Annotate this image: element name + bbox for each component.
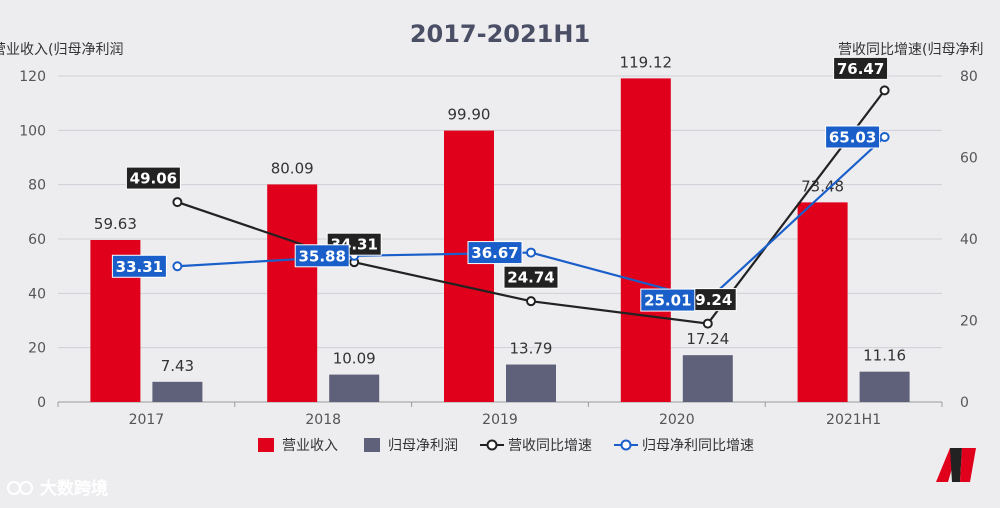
bar: [267, 184, 318, 402]
bar: [444, 130, 494, 403]
line-label-box: [503, 265, 559, 289]
line-value-label: 25.01: [644, 292, 691, 310]
watermark-logo-icon: [7, 481, 33, 495]
x-tick-label: 2020: [659, 412, 695, 428]
x-tick-label: 2018: [305, 412, 341, 428]
bar-value-label: 73.48: [801, 177, 844, 195]
y-right-tick-label: 60: [960, 151, 978, 167]
brand-logo-stroke: [960, 448, 976, 482]
y-left-tick-label: 80: [28, 178, 46, 194]
y-left-tick-label: 0: [37, 395, 46, 411]
bar: [859, 371, 910, 402]
series-point: [526, 247, 536, 258]
legend-label: 营业收入: [282, 438, 338, 454]
bar: [152, 381, 203, 402]
x-tick-label: 2021H1: [826, 412, 881, 428]
legend-label: 归母净利润: [388, 437, 458, 454]
bar: [506, 364, 556, 402]
bar: [620, 78, 671, 403]
y-left-ticks: 0 20 40 60 80 100 120: [19, 69, 46, 411]
series-point: [879, 132, 890, 143]
legend-label: 营收同比增速: [508, 438, 592, 454]
bar-value-label: 17.24: [686, 330, 729, 348]
y-right-tick-label: 40: [960, 232, 978, 248]
bar-value-label: 11.16: [863, 347, 906, 365]
line-label-box: [111, 254, 167, 278]
line-label-box: [825, 125, 881, 149]
brand-logo-stroke: [950, 448, 962, 482]
line-value-label: 76.47: [837, 60, 884, 78]
bar-value-label: 119.12: [620, 53, 673, 71]
legend: 营业收入 归母净利润 营收同比增速 归母净利同比增速: [258, 437, 754, 454]
line-value-label: 49.06: [130, 170, 177, 188]
line-label-box: [640, 288, 696, 312]
line-label-box: [125, 166, 181, 190]
line-value-label: 33.31: [116, 258, 163, 276]
line-label-box: [294, 244, 350, 268]
series-point: [879, 85, 890, 96]
legend-swatch: [258, 438, 274, 452]
y-right-tick-label: 80: [960, 69, 978, 85]
line-value-label: 9.24: [695, 291, 732, 309]
legend-label: 归母净利同比增速: [642, 437, 754, 454]
line-label-box: [833, 56, 889, 80]
bar-value-label: 99.90: [448, 106, 491, 124]
bar: [682, 355, 733, 402]
y-left-tick-label: 20: [28, 341, 46, 357]
y-right-axis-title: 营收同比增速(归母净利: [838, 41, 983, 58]
y-left-tick-label: 120: [19, 69, 46, 85]
y-left-tick-label: 60: [28, 232, 46, 248]
bar: [797, 202, 848, 402]
bar-value-label: 80.09: [271, 159, 314, 177]
legend-swatch: [620, 439, 632, 451]
y-left-tick-label: 40: [28, 286, 46, 302]
y-right-ticks: 0 20 40 60 80: [960, 69, 978, 411]
watermark: 大数跨境: [7, 448, 976, 499]
bars: 59.63 80.09 99.90 119.12 73.48 7.43 10.09 13.79…: [90, 53, 910, 403]
bar-value-label: 59.63: [94, 215, 137, 233]
bar-value-label: 10.09: [333, 350, 376, 368]
watermark-text: 大数跨境: [40, 478, 108, 499]
y-left-tick-label: 100: [19, 123, 46, 139]
brand-logo-icon: [936, 448, 976, 482]
y-right-tick-label: 20: [960, 314, 978, 330]
line-label-box: [467, 241, 523, 265]
x-ticks: 2017 2018 2019 2020 2021H1: [57, 402, 943, 428]
bar: [329, 374, 380, 402]
series-point: [526, 296, 536, 307]
line-value-label: 65.03: [829, 129, 876, 147]
line-value-label: 36.67: [471, 244, 518, 262]
line-value-label: 35.88: [298, 247, 345, 265]
series-point: [702, 318, 713, 329]
chart-title: 2017-2021H1: [410, 20, 590, 48]
series-point: [172, 197, 183, 208]
legend-swatch: [486, 439, 498, 451]
y-left-axis-title: 营业收入(归母净利润: [0, 41, 123, 58]
x-tick-label: 2019: [482, 412, 518, 428]
series-point: [172, 261, 183, 272]
y-right-tick-label: 0: [960, 395, 969, 411]
bar-value-label: 13.79: [510, 340, 553, 358]
bar-value-label: 7.43: [161, 357, 194, 375]
x-tick-label: 2017: [129, 412, 165, 428]
line-value-label: 24.74: [507, 269, 554, 287]
legend-swatch: [364, 438, 380, 452]
